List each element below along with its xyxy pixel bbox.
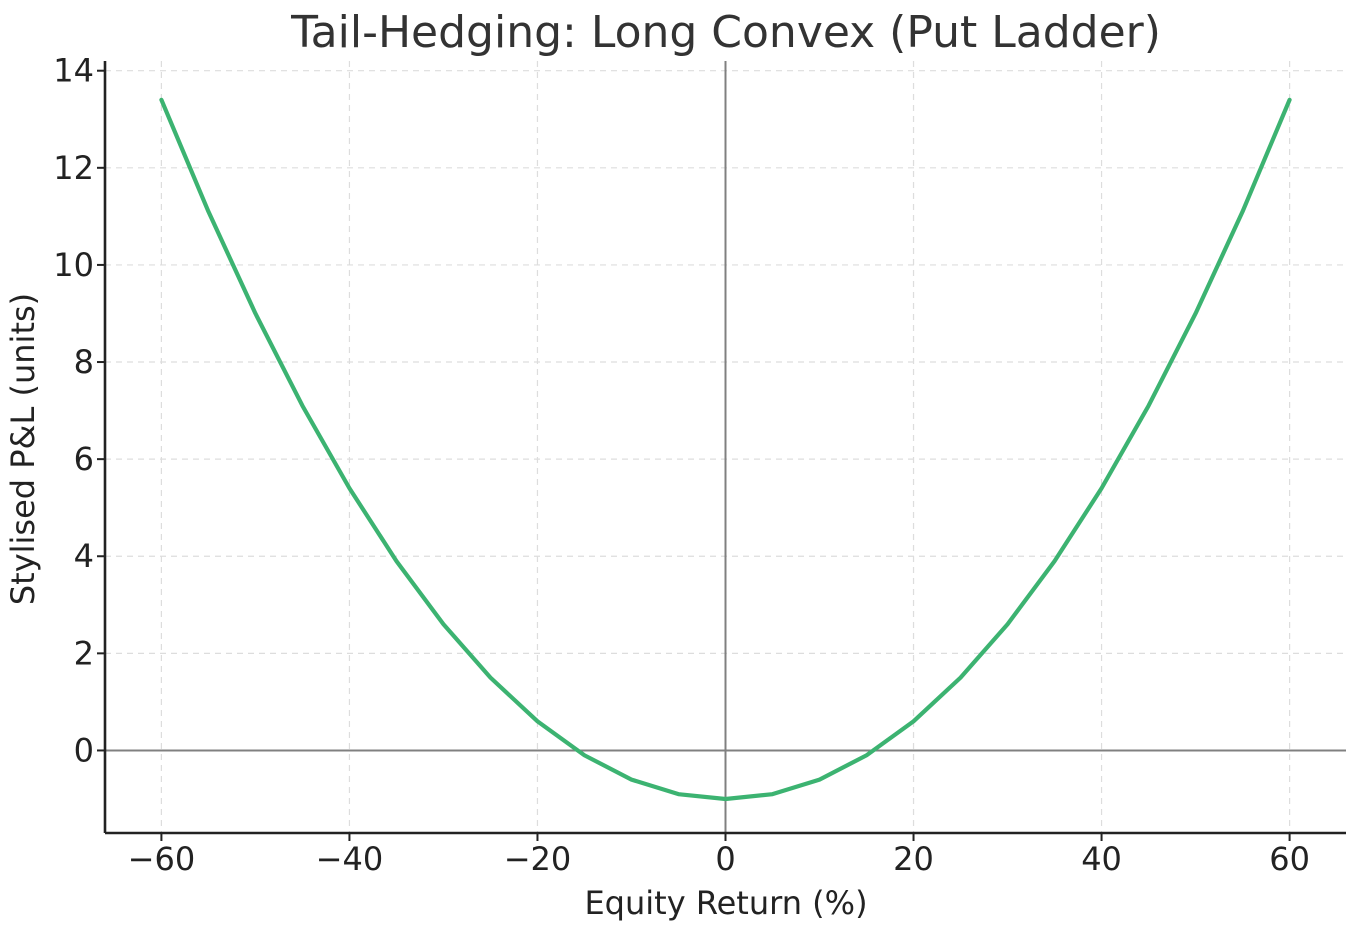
y-tick-label: 14 bbox=[53, 52, 94, 90]
x-axis-label: Equity Return (%) bbox=[584, 884, 867, 922]
y-axis-label: Stylised P&L (units) bbox=[4, 293, 42, 605]
x-axis-ticks: −60 −40 −20 0 20 40 60 bbox=[128, 833, 1310, 878]
y-axis-ticks: 0 2 4 6 8 10 12 14 bbox=[53, 52, 105, 769]
x-tick-label: −60 bbox=[128, 840, 196, 878]
y-tick-label: 8 bbox=[74, 343, 94, 381]
x-tick-label: 0 bbox=[715, 840, 735, 878]
y-tick-label: 12 bbox=[53, 149, 94, 187]
y-tick-label: 0 bbox=[74, 731, 94, 769]
x-tick-label: 40 bbox=[1081, 840, 1122, 878]
y-tick-label: 4 bbox=[74, 537, 94, 575]
y-tick-label: 6 bbox=[74, 440, 94, 478]
reference-lines bbox=[105, 61, 1346, 833]
x-tick-label: 60 bbox=[1269, 840, 1310, 878]
plot-series bbox=[159, 97, 1292, 802]
x-tick-label: −20 bbox=[504, 840, 572, 878]
x-tick-label: 20 bbox=[893, 840, 934, 878]
y-tick-label: 10 bbox=[53, 246, 94, 284]
x-tick-label: −40 bbox=[316, 840, 384, 878]
y-tick-label: 2 bbox=[74, 634, 94, 672]
chart-title: Tail-Hedging: Long Convex (Put Ladder) bbox=[290, 7, 1161, 58]
